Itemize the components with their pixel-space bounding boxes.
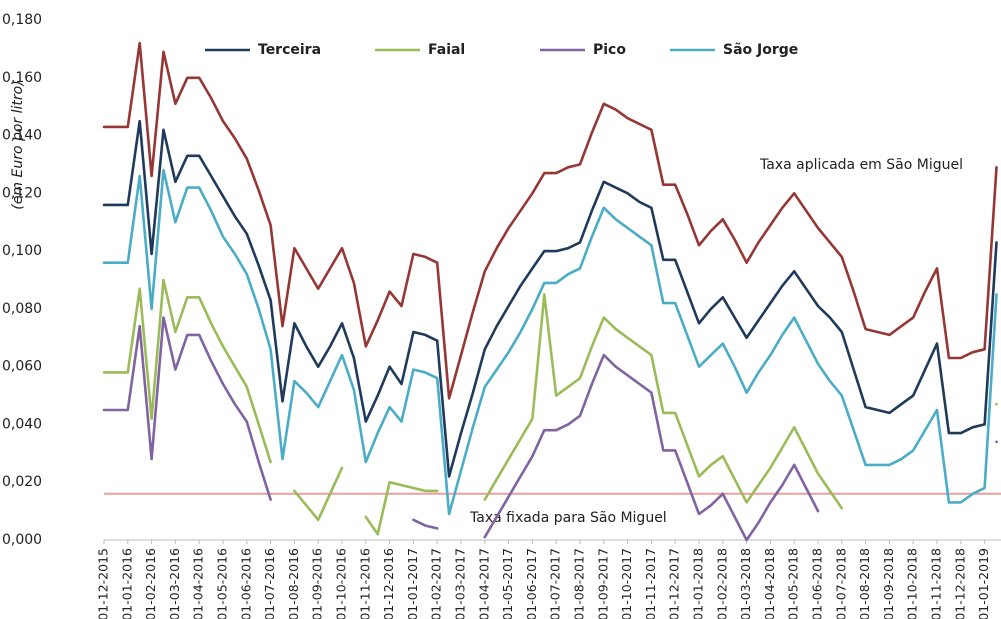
x-tick-label: 01-04-2016 <box>191 548 206 619</box>
x-tick-label: 01-04-2018 <box>762 548 777 619</box>
x-tick-label: 01-07-2018 <box>833 548 848 619</box>
legend-label: Terceira <box>258 42 321 58</box>
y-tick-label: 0,060 <box>2 359 42 375</box>
series-line <box>102 168 998 516</box>
annotation: Taxa aplicada em São Miguel <box>759 157 963 173</box>
x-tick-label: 01-09-2016 <box>310 548 325 619</box>
x-tick-label: 01-08-2016 <box>286 548 301 619</box>
x-tick-label: 01-06-2017 <box>524 548 539 619</box>
x-tick-label: 01-05-2016 <box>215 548 230 619</box>
y-tick-label: 0,080 <box>2 301 42 317</box>
x-tick-label: 01-01-2017 <box>405 548 420 619</box>
x-tick-label: 01-06-2018 <box>810 548 825 619</box>
y-tick-label: 0,000 <box>2 532 42 548</box>
x-tick-label: 01-05-2017 <box>500 548 515 619</box>
x-tick-label: 01-02-2017 <box>429 548 444 619</box>
x-tick-label: 01-07-2017 <box>548 548 563 619</box>
x-tick-label: 01-07-2016 <box>262 548 277 619</box>
x-tick-label: 01-11-2017 <box>643 548 658 619</box>
x-tick-label: 01-01-2019 <box>976 548 991 619</box>
x-tick-label: 01-12-2015 <box>96 548 111 619</box>
series-line <box>102 278 998 536</box>
x-tick-label: 01-08-2018 <box>857 548 872 619</box>
x-tick-label: 01-11-2018 <box>929 548 944 619</box>
x-tick-label: 01-03-2018 <box>738 548 753 619</box>
x-tick-label: 01-02-2016 <box>143 548 158 619</box>
series-line <box>102 119 998 478</box>
x-tick-label: 01-03-2016 <box>167 548 182 619</box>
x-tick-label: 01-10-2016 <box>334 548 349 619</box>
x-tick-label: 01-12-2018 <box>952 548 967 619</box>
x-tick-label: 01-05-2018 <box>786 548 801 619</box>
x-tick-label: 01-10-2017 <box>619 548 634 619</box>
reference-label: Taxa fixada para São Miguel <box>469 510 667 526</box>
y-axis-label: (em Euro por litro) <box>10 80 26 209</box>
x-tick-label: 01-09-2017 <box>595 548 610 619</box>
legend-label: Faial <box>428 42 465 58</box>
x-tick-label: 01-03-2017 <box>453 548 468 619</box>
series-line <box>102 41 998 400</box>
x-tick-label: 01-04-2017 <box>476 548 491 619</box>
y-tick-label: 0,120 <box>2 185 42 201</box>
series-line <box>102 316 998 542</box>
x-tick-label: 01-12-2016 <box>381 548 396 619</box>
x-tick-label: 01-11-2016 <box>357 548 372 619</box>
y-tick-label: 0,140 <box>2 128 42 144</box>
x-tick-label: 01-01-2018 <box>691 548 706 619</box>
x-tick-label: 01-09-2018 <box>881 548 896 619</box>
x-tick-label: 01-06-2016 <box>238 548 253 619</box>
y-tick-label: 0,100 <box>2 243 42 259</box>
x-tick-label: 01-02-2018 <box>714 548 729 619</box>
x-tick-label: 01-12-2017 <box>667 548 682 619</box>
y-tick-label: 0,020 <box>2 474 42 490</box>
legend-label: Pico <box>593 42 626 58</box>
x-tick-label: 01-10-2018 <box>905 548 920 619</box>
x-tick-label: 01-08-2017 <box>572 548 587 619</box>
y-tick-label: 0,160 <box>2 70 42 86</box>
x-tick-label: 01-01-2016 <box>119 548 134 619</box>
y-tick-label: 0,040 <box>2 416 42 432</box>
legend-label: São Jorge <box>723 42 798 58</box>
y-tick-label: 0,180 <box>2 12 42 28</box>
